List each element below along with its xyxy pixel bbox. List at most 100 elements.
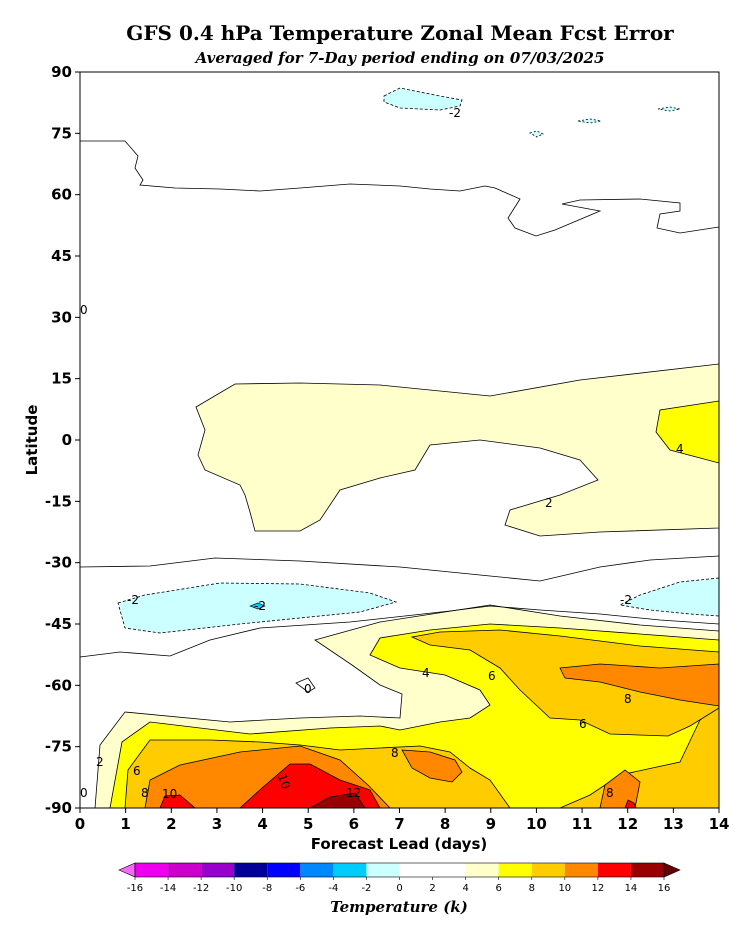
- y-tick-label: 15: [51, 370, 72, 388]
- x-tick-label: 7: [394, 815, 404, 833]
- cool-patch-small-4: [249, 602, 266, 610]
- contour-label: 6: [488, 669, 496, 683]
- x-tick-label: 13: [663, 815, 684, 833]
- colorbar-tick-label: -16: [127, 883, 143, 894]
- cool-region-southeast: [618, 577, 719, 617]
- x-tick-label: 11: [572, 815, 593, 833]
- y-axis: 90 75 60 45 30 15 0 -15 -30 -45 -60 -75 -90: [45, 63, 80, 817]
- y-tick-label: 60: [51, 186, 72, 204]
- contour-label: -2: [254, 599, 266, 613]
- warm-region-10: [159, 763, 381, 808]
- colorbar-swatch: [597, 863, 631, 877]
- contour-label: -2: [127, 593, 139, 607]
- colorbar-tick-label: 12: [592, 883, 605, 894]
- y-axis-label: Latitude: [23, 405, 41, 476]
- x-tick-label: 6: [349, 815, 359, 833]
- contour-label: 0: [304, 682, 312, 696]
- colorbar-tick-label: -12: [193, 883, 209, 894]
- contour-label: 2: [545, 496, 553, 510]
- y-tick-label: -15: [45, 492, 72, 510]
- colorbar-tick-label: 4: [462, 883, 468, 894]
- contour-label: 0: [80, 786, 88, 800]
- colorbar-swatch: [234, 863, 268, 877]
- contour-label: 12: [346, 786, 361, 800]
- colorbar-tick-label: -8: [262, 883, 272, 894]
- colorbar-tick-label: 0: [396, 883, 402, 894]
- x-tick-label: 0: [75, 815, 85, 833]
- y-tick-label: 30: [51, 308, 72, 326]
- warm-region-12-east: [624, 799, 637, 808]
- warm-region-12: [309, 792, 366, 808]
- contour-label: 8: [391, 746, 399, 760]
- x-axis-label: Forecast Lead (days): [311, 835, 487, 853]
- contour-label: 4: [676, 442, 684, 456]
- warm-region-6-core: [410, 629, 719, 737]
- colorbar-tick-label: -4: [328, 883, 338, 894]
- colorbar-tick-label: 8: [529, 883, 535, 894]
- y-tick-label: 75: [51, 124, 72, 142]
- colorbar-swatch: [333, 863, 367, 877]
- warm-region-4-equator: [655, 400, 719, 464]
- cool-region-north: [383, 87, 463, 111]
- warm-region-8-east: [559, 663, 719, 707]
- y-tick-label: -30: [45, 554, 72, 572]
- colorbar-tick-label: 6: [496, 883, 502, 894]
- colorbar-swatch: [366, 863, 400, 877]
- cool-patch-small-3: [657, 106, 681, 112]
- y-tick-label: 45: [51, 247, 72, 265]
- cool-patch-small-1: [528, 130, 544, 138]
- contour-label: 8: [141, 786, 149, 800]
- colorbar-swatch: [564, 863, 598, 877]
- contour-label: 10: [275, 772, 293, 791]
- warm-region-8-mid: [401, 749, 463, 783]
- colorbar-swatch: [267, 863, 301, 877]
- colorbar-tick-label: -14: [160, 883, 176, 894]
- contour-label: 6: [133, 764, 141, 778]
- zero-contour-south: [80, 555, 719, 582]
- colorbar-swatch: [432, 863, 466, 877]
- chart-subtitle: Averaged for 7-Day period ending on 07/0…: [194, 49, 605, 67]
- y-tick-label: -45: [45, 615, 72, 633]
- x-tick-label: 1: [120, 815, 130, 833]
- y-tick-label: -60: [45, 676, 72, 694]
- colorbar-tick-label: -10: [226, 883, 242, 894]
- contour-label: -2: [620, 593, 632, 607]
- colorbar-tick-label: 2: [429, 883, 435, 894]
- x-tick-label: 12: [617, 815, 638, 833]
- x-tick-label: 5: [303, 815, 313, 833]
- contour-label: 8: [624, 692, 632, 706]
- x-tick-label: 9: [486, 815, 496, 833]
- x-tick-label: 14: [709, 815, 730, 833]
- zero-contour-southern-band: [80, 605, 719, 658]
- colorbar-swatch: [465, 863, 499, 877]
- colorbar-swatch: [168, 863, 202, 877]
- x-tick-label: 4: [257, 815, 267, 833]
- colorbar-swatch: [498, 863, 532, 877]
- colorbar-tick-label: 10: [558, 883, 571, 894]
- chart-title: GFS 0.4 hPa Temperature Zonal Mean Fcst …: [126, 21, 674, 45]
- colorbar-swatch: [399, 863, 433, 877]
- y-tick-label: 90: [51, 63, 72, 81]
- zero-contour-small-loop: [295, 677, 316, 693]
- contour-labels: -2 -2 -2 2 4 0 -2 2 0 4 6 6 8 2 6 8 10 1…: [80, 106, 684, 801]
- contour-label: 6: [579, 717, 587, 731]
- colorbar-swatch: [630, 863, 664, 877]
- warm-region-tropics: [195, 363, 719, 537]
- colorbar-tick-label: -6: [295, 883, 305, 894]
- plot-area: [80, 72, 719, 808]
- colorbar-over-arrow: [663, 862, 681, 878]
- x-axis: 0 1 2 3 4 5 6 7 8 9 10 11 12 13 14: [75, 808, 730, 833]
- colorbar-tick-label: 14: [625, 883, 638, 894]
- colorbar-tick-label: -2: [361, 883, 371, 894]
- colorbar-swatch: [201, 863, 235, 877]
- colorbar-tick-label: 16: [658, 883, 671, 894]
- warm-region-8-south: [599, 769, 641, 808]
- x-tick-label: 10: [526, 815, 547, 833]
- contour-label: -2: [449, 106, 461, 120]
- colorbar: -16 -14 -12 -10 -8 -6 -4 -2 0 2 4 6 8 10 12 14 16: [118, 862, 681, 894]
- x-tick-label: 2: [166, 815, 176, 833]
- y-tick-label: -90: [45, 799, 72, 817]
- cool-patch-small-2: [577, 118, 602, 124]
- x-tick-label: 8: [440, 815, 450, 833]
